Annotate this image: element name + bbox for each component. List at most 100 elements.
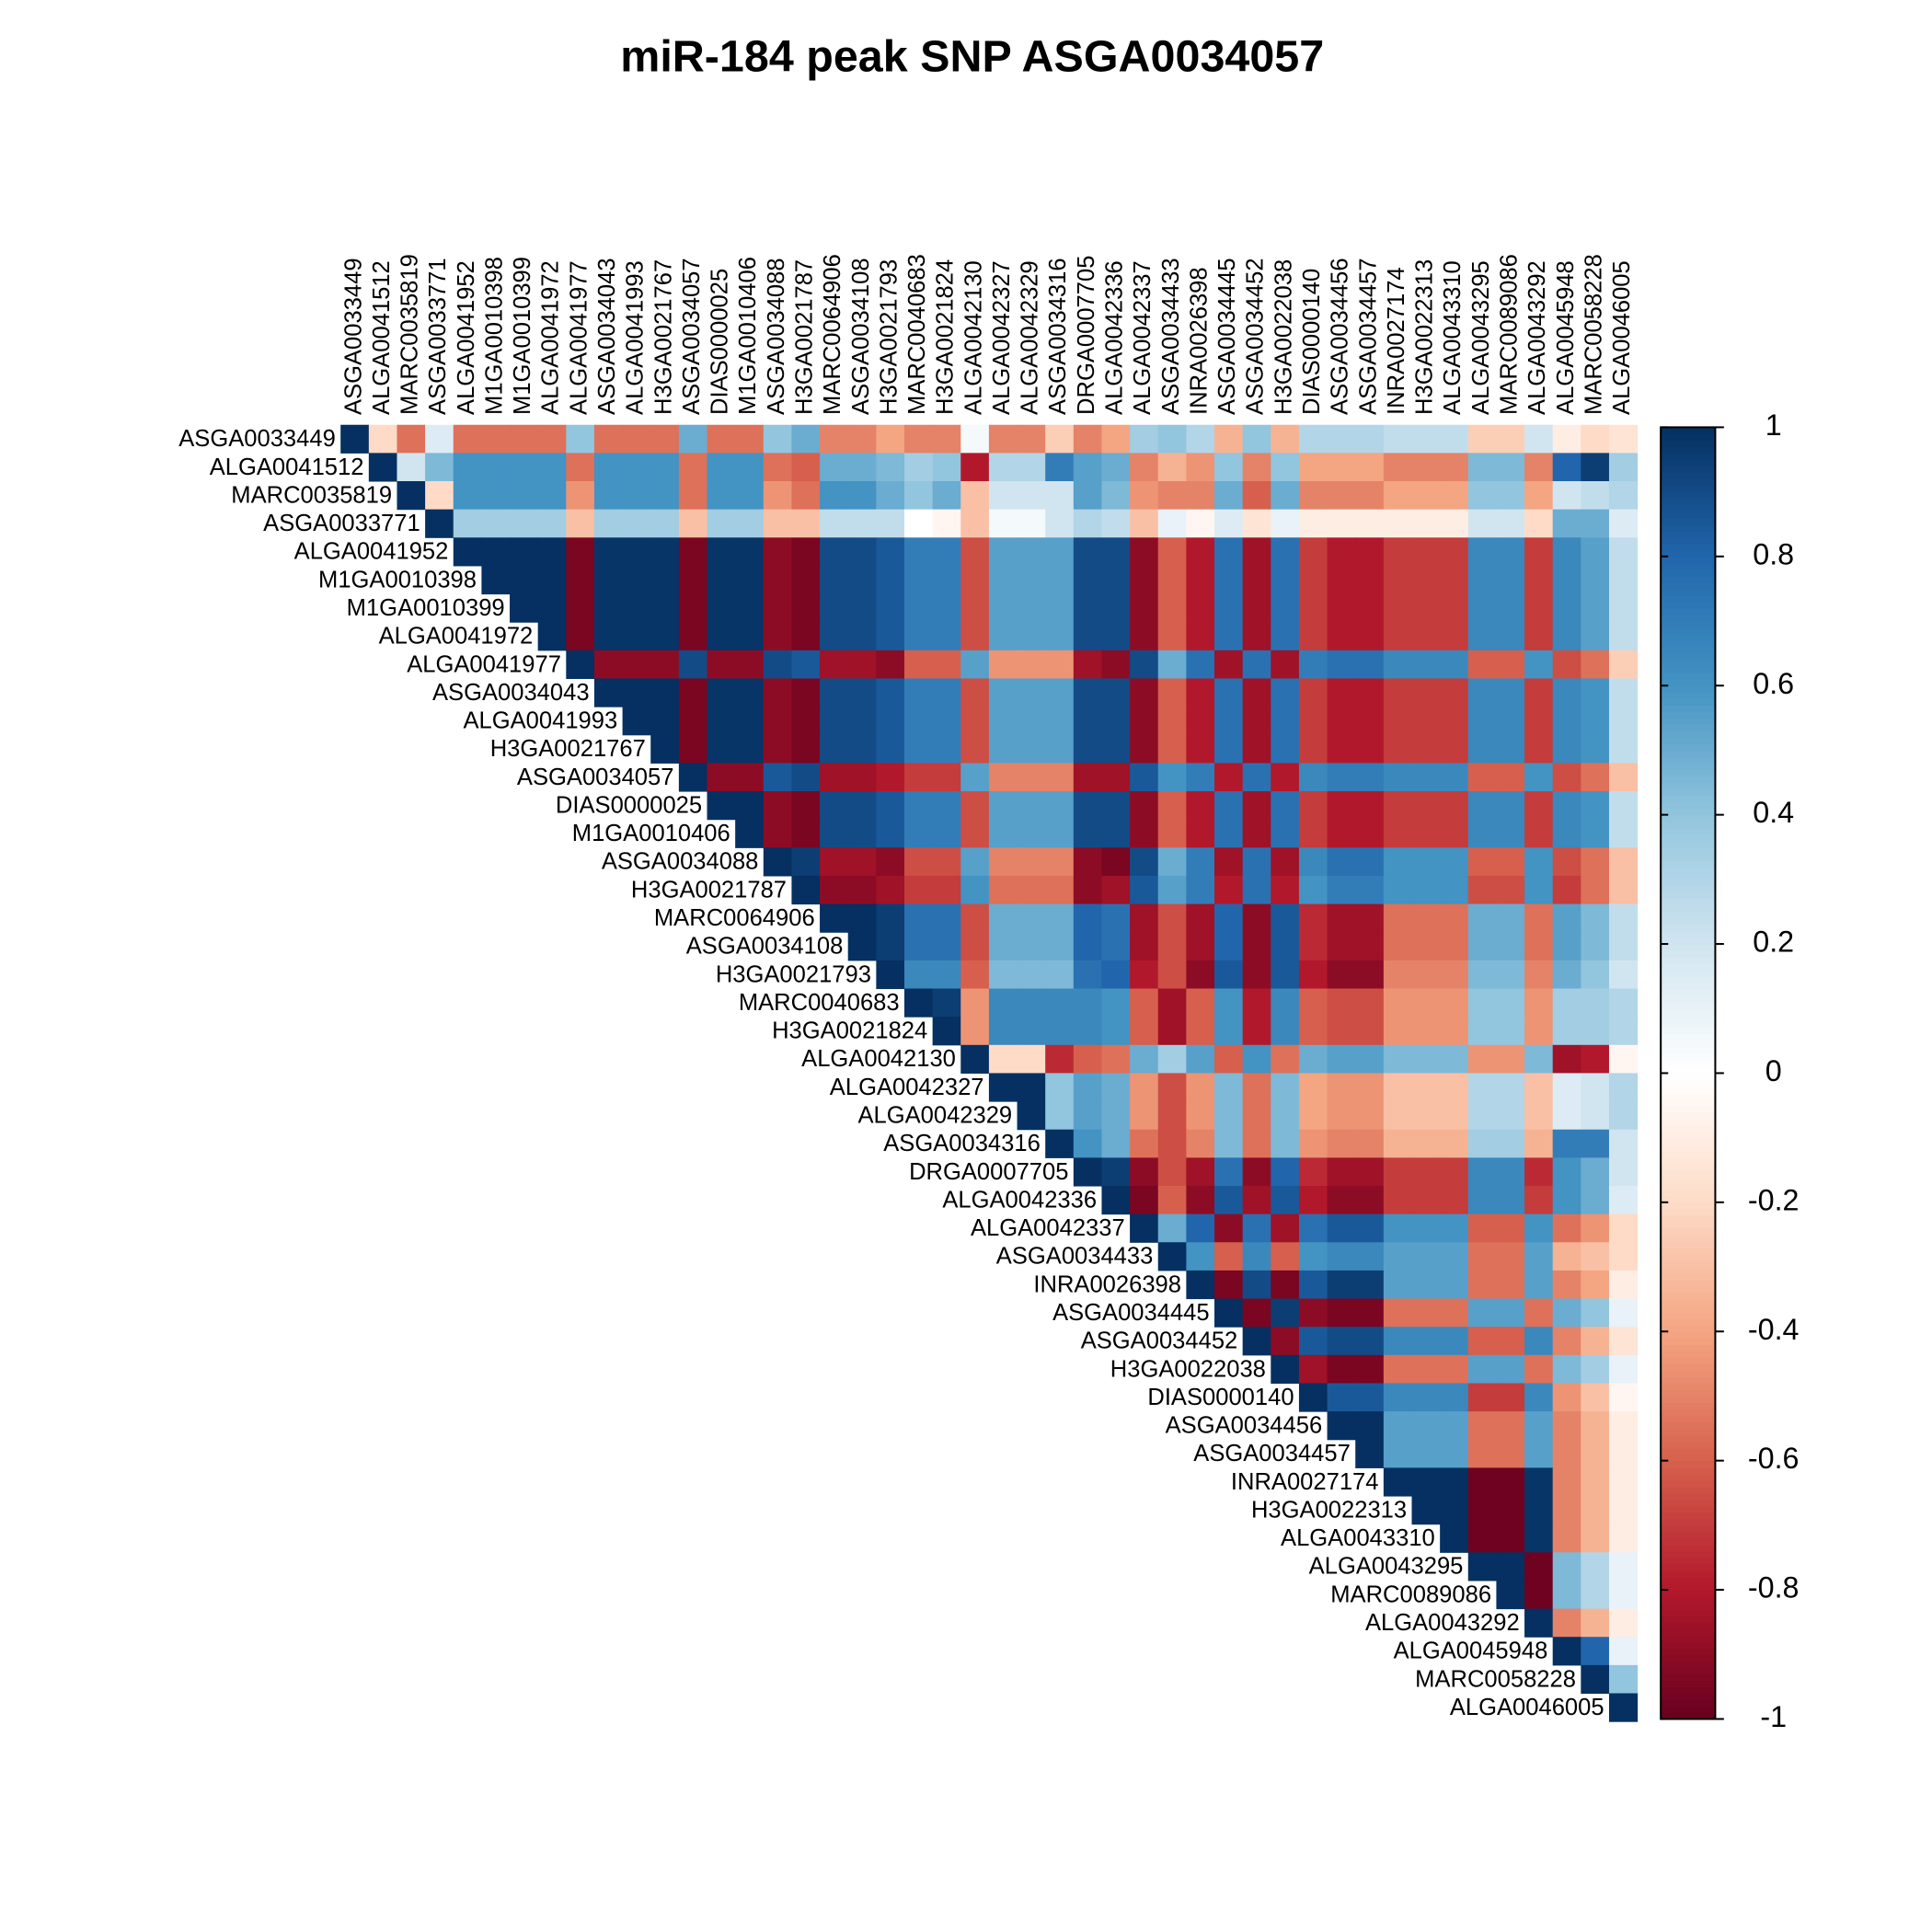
heatmap-cell: [903, 847, 934, 877]
row-label: ALGA0041972: [379, 624, 534, 650]
heatmap-cell: [1073, 1073, 1103, 1102]
heatmap-cell: [1581, 707, 1610, 736]
colorbar-segment: [1661, 511, 1716, 519]
heatmap-cell: [1608, 1664, 1639, 1695]
colorbar-segment: [1661, 788, 1716, 797]
column-label: ASGA0034445: [1214, 258, 1240, 415]
heatmap-cell: [903, 424, 934, 454]
heatmap-cell: [1157, 932, 1187, 961]
heatmap-cell: [1101, 678, 1131, 707]
colorbar-segment: [1661, 679, 1716, 686]
heatmap-cell: [1608, 1524, 1639, 1553]
heatmap-cell: [1214, 1101, 1244, 1131]
heatmap-cell: [1440, 678, 1469, 707]
heatmap-cell: [1411, 509, 1441, 538]
heatmap-cell: [876, 424, 905, 454]
heatmap-cell: [1552, 678, 1581, 707]
colorbar-segment: [1661, 1492, 1716, 1501]
colorbar-segment: [1661, 1227, 1716, 1236]
colorbar-segment: [1661, 647, 1716, 654]
heatmap-cell: [1467, 453, 1497, 482]
heatmap-cell: [1496, 734, 1525, 764]
colorbar-segment: [1661, 1518, 1716, 1526]
heatmap-cell: [1355, 1383, 1385, 1412]
heatmap-cell: [1242, 593, 1271, 623]
heatmap-cell: [1214, 1242, 1244, 1271]
heatmap-cell: [537, 509, 567, 538]
heatmap-cell: [1130, 481, 1159, 511]
heatmap-cell: [1355, 1186, 1385, 1215]
column-label: MARC0058228: [1581, 254, 1606, 415]
heatmap-cell: [1524, 622, 1554, 651]
heatmap-cell: [1101, 707, 1131, 736]
heatmap-cell: [1467, 1073, 1497, 1102]
heatmap-cell: [1496, 1073, 1525, 1102]
heatmap-cell: [481, 565, 511, 595]
heatmap-cell: [1383, 707, 1413, 736]
colorbar-segment: [1661, 1421, 1716, 1430]
heatmap-cell: [1440, 1383, 1469, 1412]
heatmap-cell: [1581, 1073, 1610, 1102]
colorbar-segment: [1661, 724, 1716, 732]
colorbar-segment: [1661, 1305, 1716, 1313]
heatmap-cell: [1271, 960, 1300, 990]
colorbar-segment: [1661, 718, 1716, 726]
heatmap-cell: [1355, 1044, 1385, 1074]
heatmap-cell: [1552, 1327, 1581, 1356]
colorbar-segment: [1661, 1479, 1716, 1488]
column-label: M1GA0010399: [510, 257, 535, 415]
heatmap-cell: [1552, 1580, 1581, 1610]
heatmap-cell: [1383, 1129, 1413, 1158]
heatmap-cell: [1552, 932, 1581, 961]
colorbar-tick-label: -0.2: [1748, 1183, 1800, 1216]
heatmap-cell: [791, 819, 821, 848]
heatmap-cell: [1467, 1213, 1497, 1243]
heatmap-cell: [1467, 1242, 1497, 1271]
colorbar-segment: [1661, 711, 1716, 719]
heatmap-cell: [622, 453, 651, 482]
heatmap-cell: [1214, 565, 1244, 595]
heatmap-cell: [1327, 1129, 1356, 1158]
heatmap-cell: [1130, 622, 1159, 651]
heatmap-cell: [1101, 1157, 1131, 1187]
colorbar-segment: [1661, 459, 1716, 467]
heatmap-cell: [1073, 1101, 1103, 1131]
heatmap-cell: [566, 593, 595, 623]
heatmap-cell: [1496, 593, 1525, 623]
row-label: ALGA0043310: [1281, 1525, 1435, 1551]
heatmap-cell: [593, 537, 624, 567]
heatmap-cell: [1581, 875, 1610, 905]
heatmap-cell: [1271, 1073, 1300, 1102]
heatmap-cell: [1214, 537, 1244, 567]
heatmap-cell: [650, 678, 680, 707]
heatmap-cell: [1552, 1017, 1581, 1046]
heatmap-cell: [1101, 1101, 1131, 1131]
heatmap-cell: [1186, 1213, 1215, 1243]
heatmap-cell: [1496, 960, 1525, 990]
heatmap-cell: [1355, 1298, 1385, 1328]
heatmap-cell: [1271, 1157, 1300, 1187]
heatmap-cell: [1073, 565, 1103, 595]
heatmap-cell: [932, 1017, 961, 1046]
heatmap-cell: [1524, 537, 1554, 567]
heatmap-cell: [1073, 960, 1103, 990]
heatmap-cell: [1073, 763, 1103, 792]
heatmap-cell: [566, 650, 595, 680]
colorbar-segment: [1661, 756, 1716, 765]
heatmap-cell: [1383, 1411, 1413, 1441]
heatmap-cell: [1552, 622, 1581, 651]
heatmap-cell: [1552, 1213, 1581, 1243]
row-label: ALGA0042337: [971, 1215, 1125, 1241]
column-label: ALGA0041972: [538, 260, 564, 415]
heatmap-cell: [1101, 763, 1131, 792]
heatmap-cell: [1271, 1044, 1300, 1074]
heatmap-cell: [1383, 791, 1413, 821]
heatmap-cell: [1581, 650, 1610, 680]
heatmap-cell: [847, 453, 877, 482]
colorbar-tick-label: -0.4: [1748, 1313, 1800, 1346]
heatmap-cell: [1214, 1213, 1244, 1243]
heatmap-cell: [1045, 932, 1075, 961]
colorbar-segment: [1661, 763, 1716, 771]
heatmap-cell: [1524, 509, 1554, 538]
heatmap-cell: [593, 453, 624, 482]
